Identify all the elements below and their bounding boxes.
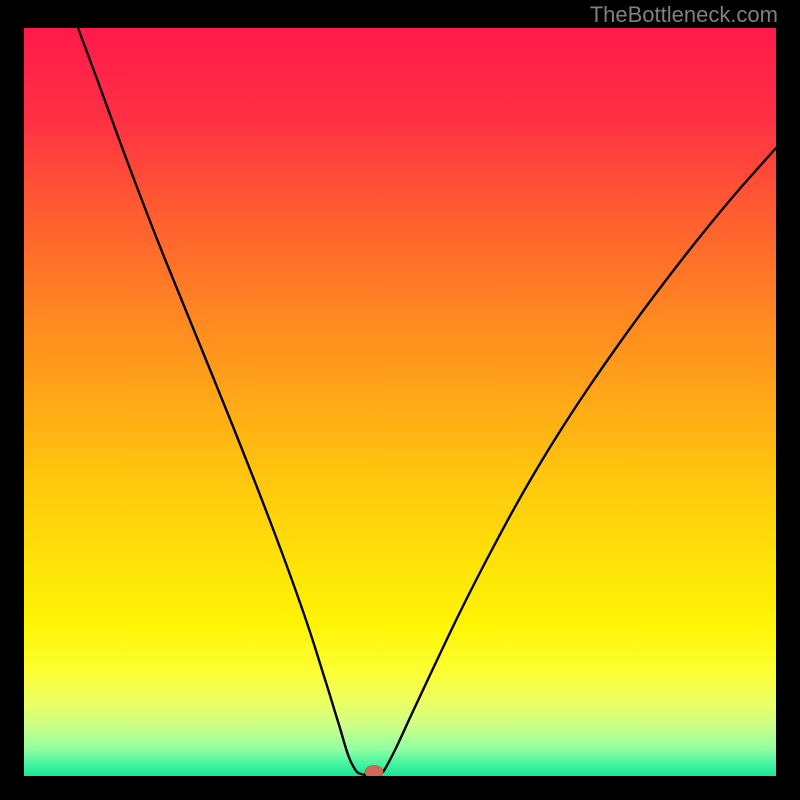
watermark-text: TheBottleneck.com — [590, 2, 778, 28]
trough-marker — [365, 766, 383, 777]
plot-area — [24, 28, 776, 776]
chart-background — [24, 28, 776, 776]
chart-svg — [24, 28, 776, 776]
